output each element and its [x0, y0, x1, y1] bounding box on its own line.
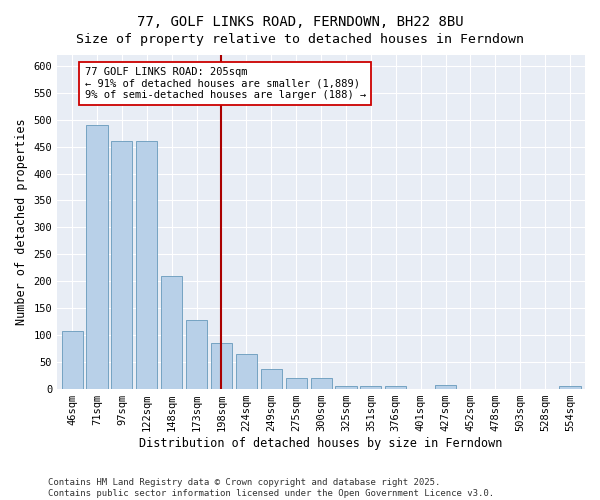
Bar — [559, 386, 581, 389]
Bar — [186, 320, 207, 389]
Bar — [161, 276, 182, 389]
Bar — [261, 368, 282, 389]
Text: Size of property relative to detached houses in Ferndown: Size of property relative to detached ho… — [76, 32, 524, 46]
Bar — [286, 378, 307, 389]
Bar — [236, 354, 257, 389]
Bar — [86, 125, 107, 389]
Y-axis label: Number of detached properties: Number of detached properties — [15, 118, 28, 326]
Bar — [385, 386, 406, 389]
Bar — [62, 332, 83, 389]
Text: 77 GOLF LINKS ROAD: 205sqm
← 91% of detached houses are smaller (1,889)
9% of se: 77 GOLF LINKS ROAD: 205sqm ← 91% of deta… — [85, 67, 366, 100]
Bar — [360, 386, 382, 389]
Text: 77, GOLF LINKS ROAD, FERNDOWN, BH22 8BU: 77, GOLF LINKS ROAD, FERNDOWN, BH22 8BU — [137, 15, 463, 29]
Text: Contains HM Land Registry data © Crown copyright and database right 2025.
Contai: Contains HM Land Registry data © Crown c… — [48, 478, 494, 498]
Bar — [136, 141, 157, 389]
X-axis label: Distribution of detached houses by size in Ferndown: Distribution of detached houses by size … — [139, 437, 503, 450]
Bar — [311, 378, 332, 389]
Bar — [335, 386, 356, 389]
Bar — [112, 141, 133, 389]
Bar — [435, 385, 456, 389]
Bar — [211, 344, 232, 389]
